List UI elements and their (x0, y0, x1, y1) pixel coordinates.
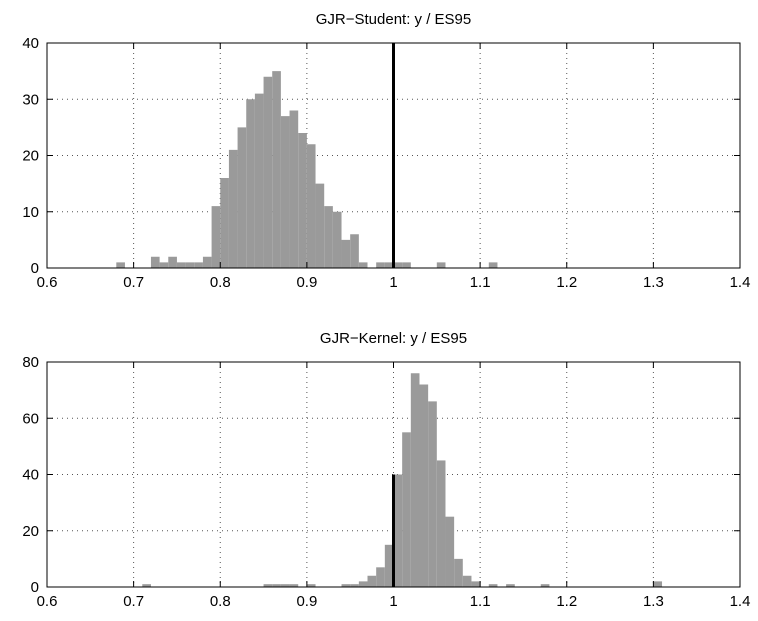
histogram-bar (168, 256, 177, 268)
subplot-2: GJR−Kernel: y / ES95 0.6 0.7 0.8 0.9 1 1.1 1.2 1… (22, 330, 750, 610)
subplot-1: GJR−Student: y / ES95 0.6 0.7 0.8 0.9 1 1.1 1.2… (22, 11, 750, 291)
histogram-bar (350, 584, 359, 587)
y-tick-label: 30 (22, 91, 39, 108)
histogram-bar (237, 127, 247, 268)
histogram-bar (367, 575, 377, 587)
histogram-bar (315, 183, 325, 268)
histogram-bar (376, 262, 385, 268)
histogram-bar (402, 432, 411, 587)
y-tick-label: 80 (22, 354, 39, 371)
histogram-bar (142, 584, 151, 587)
x-tick-label: 0.6 (37, 274, 58, 291)
x-tick-label: 1 (389, 593, 397, 610)
histogram-bar (246, 99, 255, 268)
histogram-bar (263, 76, 273, 268)
histogram-bar (194, 262, 203, 268)
x-tick-label: 1.4 (730, 593, 751, 610)
histogram-bar (358, 262, 368, 268)
histogram-bar (306, 584, 316, 587)
y-tick-label: 0 (31, 260, 39, 277)
y-tick-label: 20 (22, 523, 39, 540)
histogram-bar (350, 234, 359, 268)
chart-title: GJR−Student: y / ES95 (316, 11, 472, 28)
x-tick-label: 1.1 (470, 593, 491, 610)
histogram-bar (341, 584, 351, 587)
y-tick-label: 40 (22, 467, 39, 484)
histogram-bar (506, 584, 515, 587)
chart-title: GJR−Kernel: y / ES95 (320, 330, 467, 347)
histogram-bar (653, 581, 663, 587)
histogram-bar (488, 584, 498, 587)
histogram-bar (428, 401, 437, 587)
y-tick-label: 0 (31, 579, 39, 596)
histogram-bar (358, 581, 368, 587)
histogram-bar (280, 584, 290, 587)
histogram-bar (116, 262, 125, 268)
x-tick-label: 1.2 (556, 274, 577, 291)
histogram-bar (410, 373, 420, 587)
x-tick-label: 0.8 (210, 274, 231, 291)
y-tick-label: 20 (22, 148, 39, 165)
histogram-bar (324, 206, 333, 268)
histogram-bar (419, 384, 429, 587)
histogram-bar (384, 544, 394, 587)
histogram-bar (228, 149, 238, 268)
x-tick-label: 0.7 (123, 593, 144, 610)
histogram-bar (298, 133, 307, 268)
x-tick-label: 0.9 (296, 274, 317, 291)
histogram-bar (211, 206, 221, 268)
histogram-bar (332, 211, 342, 268)
histogram-bar (185, 262, 195, 268)
histogram-bar (393, 262, 403, 268)
histogram-bar (393, 474, 403, 587)
histogram-bar (289, 584, 299, 587)
histogram-bar (436, 262, 446, 268)
x-tick-label: 1.2 (556, 593, 577, 610)
histogram-bar (272, 71, 281, 268)
x-tick-label: 0.9 (296, 593, 317, 610)
histogram-bar (150, 256, 160, 268)
x-tick-label: 1.3 (643, 593, 664, 610)
x-tick-label: 1.4 (730, 274, 751, 291)
histogram-bar (289, 110, 299, 268)
histogram-bar (384, 262, 394, 268)
y-tick-label: 10 (22, 204, 39, 221)
x-tick-label: 0.8 (210, 593, 231, 610)
histogram-bar (254, 93, 264, 268)
histogram-bar (471, 581, 481, 587)
histogram-bar (263, 584, 273, 587)
histogram-bar (176, 262, 186, 268)
histogram-bar (454, 558, 463, 587)
histogram-bar (376, 567, 385, 587)
x-tick-label: 1.3 (643, 274, 664, 291)
histogram-bar (341, 239, 351, 268)
histogram-bar (220, 178, 229, 268)
histogram-bar (402, 262, 411, 268)
histogram-bar (306, 144, 316, 268)
x-tick-label: 1.1 (470, 274, 491, 291)
histogram-bar (445, 516, 455, 587)
histogram-bar (540, 584, 550, 587)
x-tick-label: 0.7 (123, 274, 144, 291)
y-tick-label: 60 (22, 410, 39, 427)
x-tick-label: 0.6 (37, 593, 58, 610)
histogram-bar (159, 262, 169, 268)
histogram-bar (280, 116, 290, 268)
histogram-bar (202, 256, 212, 268)
histogram-bar (462, 575, 472, 587)
x-tick-label: 1 (389, 274, 397, 291)
y-tick-label: 40 (22, 35, 39, 52)
histogram-bar (436, 460, 446, 587)
histogram-bar (488, 262, 498, 268)
histogram-bar (272, 584, 281, 587)
